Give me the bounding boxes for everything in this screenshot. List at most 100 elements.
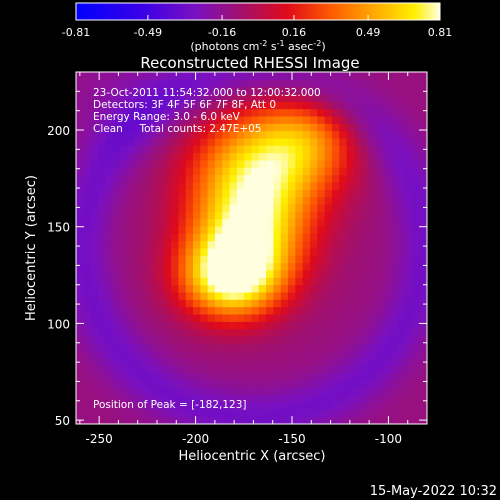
heatmap-cell bbox=[331, 160, 340, 168]
heatmap-cell bbox=[339, 394, 348, 403]
heatmap-cell bbox=[375, 189, 384, 198]
heatmap-cell bbox=[353, 277, 362, 286]
heatmap-cell bbox=[171, 72, 179, 80]
heatmap-cell bbox=[266, 328, 274, 337]
heatmap-cell bbox=[419, 365, 428, 374]
heatmap-cell bbox=[149, 211, 157, 220]
heatmap-cell bbox=[76, 350, 84, 359]
heatmap-cell bbox=[280, 196, 289, 205]
heatmap-cell bbox=[236, 123, 245, 132]
heatmap-cell bbox=[346, 299, 355, 308]
heatmap-cell bbox=[127, 416, 135, 425]
heatmap-cell bbox=[324, 402, 333, 410]
heatmap-cell bbox=[185, 182, 194, 190]
heatmap-cell bbox=[229, 211, 238, 220]
heatmap-cell bbox=[156, 409, 165, 418]
heatmap-cell bbox=[112, 336, 121, 344]
heatmap-cell bbox=[156, 123, 165, 132]
heatmap-cell bbox=[419, 380, 428, 388]
heatmap-cell bbox=[229, 387, 238, 396]
footer-date: 15-May-2022 10:32 bbox=[370, 484, 497, 499]
heatmap-cell bbox=[317, 314, 326, 322]
heatmap-cell bbox=[127, 314, 135, 322]
colorbar-unit-label: (photons cm-2 s-1 asec-2) bbox=[190, 39, 325, 53]
heatmap-cell bbox=[324, 255, 333, 264]
heatmap-cell bbox=[419, 343, 428, 352]
heatmap-cell bbox=[83, 101, 92, 110]
heatmap-cell bbox=[134, 204, 143, 212]
heatmap-cell bbox=[193, 380, 201, 388]
annotation-detectors: Detectors: 3F 4F 5F 6F 7F 8F, Att 0 bbox=[93, 99, 276, 111]
heatmap-cell bbox=[105, 387, 114, 396]
heatmap-cell bbox=[185, 255, 194, 264]
heatmap-cell bbox=[90, 380, 99, 388]
heatmap-cell bbox=[171, 94, 179, 102]
heatmap-cell bbox=[412, 79, 421, 88]
heatmap-cell bbox=[229, 299, 238, 308]
heatmap-cell bbox=[273, 248, 282, 256]
heatmap-cell bbox=[163, 167, 172, 176]
heatmap-cell bbox=[251, 365, 260, 374]
heatmap-cell bbox=[163, 336, 172, 344]
heatmap-cell bbox=[375, 196, 384, 205]
heatmap-cell bbox=[405, 145, 413, 154]
heatmap-cell bbox=[244, 108, 252, 117]
heatmap-cell bbox=[171, 409, 179, 418]
heatmap-cell bbox=[295, 365, 304, 374]
heatmap-cell bbox=[127, 336, 135, 344]
heatmap-cell bbox=[288, 350, 296, 359]
heatmap-cell bbox=[244, 240, 252, 249]
heatmap-cell bbox=[251, 138, 260, 146]
heatmap-cell bbox=[317, 358, 326, 366]
heatmap-cell bbox=[397, 262, 406, 271]
heatmap-cell bbox=[149, 402, 157, 410]
heatmap-cell bbox=[339, 387, 348, 396]
heatmap-cell bbox=[171, 277, 179, 286]
heatmap-cell bbox=[156, 255, 165, 264]
heatmap-cell bbox=[112, 182, 121, 190]
heatmap-cell bbox=[368, 350, 377, 359]
heatmap-cell bbox=[419, 394, 428, 403]
heatmap-cell bbox=[200, 138, 209, 146]
heatmap-cell bbox=[361, 108, 369, 117]
heatmap-cell bbox=[76, 174, 84, 183]
heatmap-cell bbox=[295, 152, 304, 161]
heatmap-cell bbox=[266, 79, 274, 88]
heatmap-cell bbox=[419, 226, 428, 234]
heatmap-cell bbox=[222, 101, 231, 110]
heatmap-cell bbox=[258, 350, 267, 359]
heatmap-cell bbox=[90, 86, 99, 95]
heatmap-cell bbox=[185, 306, 194, 315]
heatmap-cell bbox=[383, 130, 391, 139]
heatmap-cell bbox=[171, 123, 179, 132]
heatmap-cell bbox=[76, 394, 84, 403]
heatmap-cell bbox=[266, 365, 274, 374]
heatmap-cell bbox=[156, 240, 165, 249]
heatmap-cell bbox=[288, 402, 296, 410]
heatmap-cell bbox=[266, 130, 274, 139]
heatmap-cell bbox=[244, 284, 252, 293]
heatmap-cell bbox=[251, 299, 260, 308]
heatmap-cell bbox=[317, 380, 326, 388]
heatmap-cell bbox=[163, 262, 172, 271]
heatmap-cell bbox=[324, 72, 333, 80]
heatmap-cell bbox=[310, 255, 318, 264]
heatmap-cell bbox=[280, 72, 289, 80]
heatmap-cell bbox=[412, 211, 421, 220]
heatmap-cell bbox=[178, 262, 187, 271]
heatmap-cell bbox=[390, 116, 399, 124]
heatmap-cell bbox=[258, 130, 267, 139]
heatmap-cell bbox=[222, 218, 231, 227]
heatmap-cell bbox=[412, 123, 421, 132]
heatmap-cell bbox=[251, 72, 260, 80]
heatmap-cell bbox=[353, 240, 362, 249]
heatmap-cell bbox=[288, 336, 296, 344]
heatmap-cell bbox=[368, 72, 377, 80]
heatmap-cell bbox=[302, 380, 311, 388]
heatmap-cell bbox=[419, 277, 428, 286]
heatmap-cell bbox=[405, 372, 413, 381]
heatmap-cell bbox=[222, 189, 231, 198]
heatmap-cell bbox=[310, 372, 318, 381]
heatmap-cell bbox=[207, 174, 216, 183]
heatmap-cell bbox=[171, 101, 179, 110]
